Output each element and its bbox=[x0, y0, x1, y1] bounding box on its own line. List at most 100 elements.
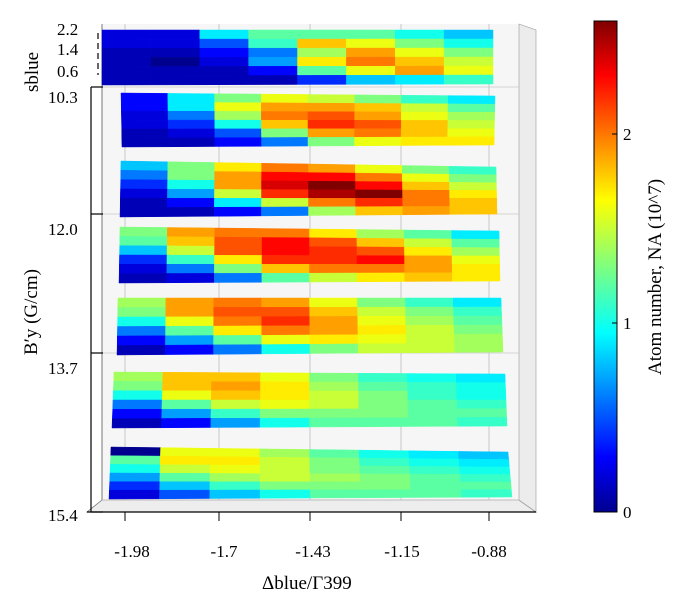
heatmap-cell bbox=[400, 120, 449, 130]
heatmap-cell bbox=[214, 255, 263, 265]
heatmap-cell bbox=[167, 93, 215, 103]
heatmap-cell bbox=[410, 481, 462, 490]
heatmap-cell bbox=[356, 264, 405, 274]
heatmap-cell bbox=[261, 325, 311, 336]
heatmap-cell bbox=[261, 307, 310, 317]
heatmap-cell bbox=[150, 29, 201, 40]
heatmap-cell bbox=[159, 489, 211, 500]
heatmap-cell bbox=[453, 315, 503, 326]
heatmap-cell bbox=[346, 47, 396, 58]
heatmap-cell bbox=[453, 333, 503, 344]
heatmap-cell bbox=[209, 464, 261, 474]
heatmap-cell bbox=[165, 307, 214, 318]
heatmap-panel bbox=[119, 160, 498, 218]
heatmap-cell bbox=[261, 171, 309, 182]
heatmap-cell bbox=[248, 47, 298, 58]
heatmap-cell bbox=[214, 119, 262, 130]
x-tick-label: -1.98 bbox=[114, 542, 149, 561]
heatmap-cell bbox=[150, 57, 201, 67]
heatmap-cell bbox=[209, 473, 261, 483]
heatmap-cell bbox=[121, 128, 169, 139]
heatmap-panel bbox=[120, 92, 496, 148]
heatmap-cell bbox=[407, 382, 457, 392]
heatmap-cell bbox=[404, 255, 453, 265]
heatmap-cell bbox=[162, 372, 213, 382]
heatmap-cell bbox=[120, 92, 169, 103]
heatmap-cell bbox=[358, 373, 408, 383]
heatmap-cell bbox=[407, 408, 458, 418]
heatmap-cell bbox=[214, 198, 262, 208]
heatmap-cell bbox=[358, 408, 409, 419]
heatmap-cell bbox=[307, 111, 355, 121]
heatmap-cell bbox=[402, 206, 451, 216]
heatmap-cell bbox=[404, 272, 453, 282]
heatmap-cell bbox=[261, 189, 309, 199]
heatmap-cell bbox=[109, 472, 161, 482]
heatmap-cell bbox=[297, 75, 347, 85]
heatmap-cell bbox=[168, 128, 216, 139]
heatmap-cell bbox=[112, 390, 163, 401]
heatmap-cell bbox=[354, 103, 402, 113]
heatmap-cell bbox=[408, 458, 460, 467]
heatmap-cell bbox=[261, 102, 309, 112]
heatmap-cell bbox=[259, 408, 310, 419]
heatmap-cell bbox=[455, 373, 506, 383]
heatmap-cell bbox=[210, 408, 261, 419]
heatmap-cell bbox=[354, 120, 402, 130]
heatmap-cell bbox=[400, 136, 448, 146]
heatmap-cell bbox=[357, 343, 407, 354]
heatmap-cell bbox=[358, 381, 408, 392]
heatmap-cell bbox=[456, 399, 507, 410]
heatmap-cell bbox=[261, 111, 309, 121]
x-tick-label: -0.88 bbox=[471, 542, 506, 561]
heatmap-cell bbox=[404, 229, 453, 240]
colorbar-tick-label: 1 bbox=[623, 314, 632, 333]
heatmap-cell bbox=[101, 48, 152, 58]
heatmap-cell bbox=[116, 344, 166, 356]
heatmap-cell bbox=[120, 101, 169, 112]
heatmap-cell bbox=[355, 206, 404, 216]
heatmap-cell bbox=[443, 47, 494, 58]
heatmap-cell bbox=[210, 399, 261, 410]
heatmap-cell bbox=[101, 38, 152, 49]
colorbar-gradient bbox=[593, 20, 618, 513]
y-axis-label: B′y (G/cm) bbox=[21, 269, 42, 355]
heatmap-cell bbox=[308, 189, 356, 199]
x-tick-label: -1.7 bbox=[211, 542, 238, 561]
heatmap-cell bbox=[297, 47, 347, 58]
heatmap-cell bbox=[400, 128, 449, 138]
heatmap-cell bbox=[199, 38, 249, 49]
heatmap-cell bbox=[120, 170, 169, 181]
heatmap-cell bbox=[159, 464, 211, 474]
heatmap-cell bbox=[211, 390, 261, 401]
heatmap-cell bbox=[101, 29, 152, 40]
heatmap-cell bbox=[261, 297, 310, 308]
heatmap-cell bbox=[108, 489, 160, 500]
heatmap-cell bbox=[150, 38, 201, 49]
heatmap-cell bbox=[357, 306, 406, 317]
heatmap-cell bbox=[449, 198, 498, 207]
heatmap-cell bbox=[359, 473, 411, 483]
heatmap-cell bbox=[119, 226, 168, 237]
heatmap-panel bbox=[116, 297, 504, 356]
heatmap-cell bbox=[248, 29, 298, 40]
z-axis-label: sblue bbox=[22, 52, 43, 92]
heatmap-cell bbox=[214, 227, 263, 238]
heatmap-cell bbox=[260, 381, 310, 392]
heatmap-cell bbox=[101, 75, 152, 86]
heatmap-cell bbox=[214, 236, 263, 247]
heatmap-cell bbox=[449, 205, 498, 215]
heatmap-cell bbox=[358, 417, 409, 428]
heatmap-cell bbox=[402, 198, 451, 207]
heatmap-cell bbox=[259, 417, 310, 428]
heatmap-cell bbox=[407, 390, 458, 401]
heatmap-cell bbox=[167, 198, 215, 208]
heatmap-cell bbox=[346, 74, 396, 85]
x-axis-label: Δblue/Γ399 bbox=[262, 573, 352, 594]
z-tick-label: 0.6 bbox=[57, 62, 78, 81]
heatmap-cell bbox=[248, 66, 298, 76]
heatmap-cell bbox=[360, 489, 412, 499]
right-wall bbox=[518, 23, 537, 513]
heatmap-cell bbox=[166, 236, 215, 247]
colorbar-tick-label: 2 bbox=[623, 125, 632, 144]
